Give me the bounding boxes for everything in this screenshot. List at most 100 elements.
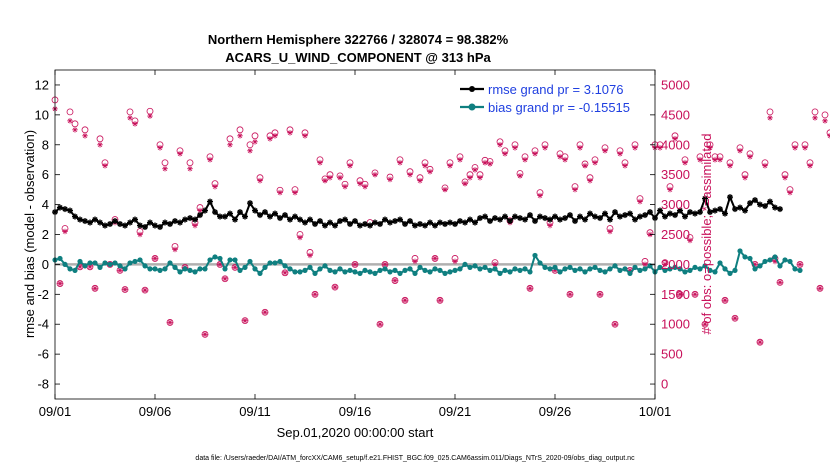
series-bias [52, 248, 803, 276]
rmse-point [347, 221, 353, 228]
rmse-point [497, 216, 503, 223]
rmse-point [627, 210, 633, 217]
bias-point [612, 263, 618, 269]
rmse-point [322, 222, 328, 229]
rmse-point [632, 216, 638, 223]
bias-point [577, 266, 583, 272]
bias-point [627, 270, 633, 276]
obs-assimilated-point [332, 284, 338, 290]
bias-point [337, 266, 343, 272]
obs-assimilated-point [477, 174, 483, 181]
rmse-point [507, 218, 513, 225]
rmse-point [367, 222, 373, 229]
rmse-point [342, 216, 348, 223]
obs-assimilated-point [167, 319, 173, 326]
footnote: data file: /Users/raeder/DAI/ATM_forcXX/… [195, 455, 635, 462]
bias-point [412, 270, 418, 276]
obs-assimilated-point [57, 280, 63, 287]
rmse-point [312, 221, 318, 228]
rmse-point [582, 216, 588, 223]
obs-possible-point [756, 338, 764, 346]
obs-possible-point [701, 320, 709, 328]
obs-assimilated-point [62, 228, 68, 235]
rmse-point [407, 218, 413, 225]
y-right-tick-label: 3500 [661, 167, 690, 182]
bias-point [362, 267, 368, 273]
rmse-point [482, 213, 488, 220]
bias-point [512, 266, 518, 272]
legend-bias-label: bias grand pr = -0.15515 [488, 100, 630, 115]
obs-assimilated-point [667, 186, 673, 193]
rmse-point [772, 204, 778, 211]
rmse-point [552, 213, 558, 220]
bias-point [567, 264, 573, 270]
rmse-point [467, 216, 473, 223]
rmse-point [477, 215, 483, 222]
y-right-tick-label: 4000 [661, 137, 690, 152]
rmse-point [572, 218, 578, 225]
obs-assimilated-point [277, 189, 283, 196]
bias-point [602, 269, 608, 275]
bias-point [637, 267, 643, 273]
y-right-tick-label: 500 [661, 347, 683, 362]
obs-assimilated-point [417, 177, 423, 184]
obs-possible-point [186, 159, 194, 167]
obs-assimilated-point [472, 167, 478, 173]
obs-possible-point [221, 275, 229, 283]
rmse-point [767, 198, 773, 205]
rmse-point [567, 212, 573, 219]
rmse-point [532, 218, 538, 225]
obs-assimilated-point [802, 144, 808, 151]
obs-possible-point [236, 126, 244, 134]
rmse-point [277, 215, 283, 222]
rmse-point [167, 221, 173, 228]
y-left-tick-label: 12 [35, 77, 49, 92]
obs-assimilated-point [497, 141, 503, 148]
bias-point [777, 263, 783, 269]
rmse-point [487, 218, 493, 225]
obs-assimilated-point [122, 286, 128, 293]
obs-possible-point [71, 120, 79, 128]
bias-point [787, 258, 793, 265]
obs-assimilated-point [432, 255, 438, 262]
obs-assimilated-point [172, 246, 178, 253]
y-axis-right: 0 500 1000 1500 2000 2500 3000 3500 4000 4500 5000 [650, 77, 690, 392]
obs-possible-point [776, 278, 784, 286]
rmse-point [177, 219, 183, 226]
bias-point [662, 267, 668, 273]
bias-point [422, 267, 428, 273]
rmse-point [72, 213, 78, 220]
bias-point [402, 267, 408, 273]
bias-point [437, 267, 443, 273]
bias-point [182, 266, 188, 272]
obs-possible-point [391, 277, 399, 284]
rmse-point [337, 218, 343, 225]
bias-point [557, 269, 563, 275]
bias-point [257, 270, 263, 276]
rmse-point [762, 203, 768, 210]
obs-possible-point [226, 135, 234, 143]
obs-assimilated-point [597, 291, 603, 298]
obs-assimilated-point [727, 162, 733, 169]
obs-assimilated-point [227, 141, 233, 148]
obs-assimilated-point [707, 144, 713, 151]
bias-point [497, 270, 503, 276]
obs-possible-point [691, 290, 699, 298]
bias-point [642, 266, 648, 272]
y-right-tick-label: 1000 [661, 317, 690, 332]
bias-point [217, 255, 223, 262]
obs-possible-point [161, 159, 169, 167]
obs-assimilated-point [117, 267, 123, 274]
obs-possible-point [166, 319, 174, 326]
obs-assimilated-point [717, 156, 723, 163]
y-left-tick-label: -6 [37, 347, 49, 362]
bias-point [247, 258, 253, 265]
rmse-point [647, 209, 653, 216]
rmse-point [132, 216, 138, 223]
bias-point [782, 257, 788, 263]
bias-point [677, 266, 683, 272]
obs-assimilated-point [162, 165, 168, 172]
obs-assimilated-point [812, 115, 818, 121]
bias-point [687, 267, 693, 273]
obs-assimilated-point [757, 339, 763, 345]
